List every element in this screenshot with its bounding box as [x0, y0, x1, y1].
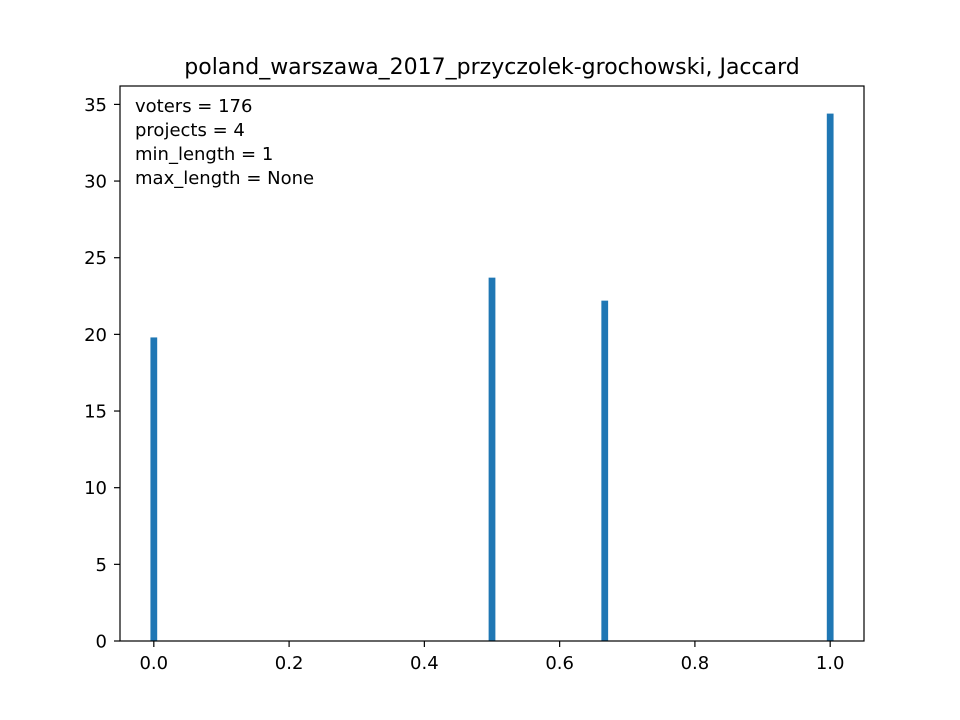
y-tick-label: 25	[84, 248, 107, 269]
x-tick-label: 0.4	[410, 653, 439, 674]
histogram-bar	[826, 113, 834, 642]
y-tick-label: 30	[84, 172, 107, 193]
bars-layer	[150, 113, 834, 642]
x-axis-ticks: 0.0 0.2 0.4 0.6 0.8 1.0	[139, 641, 845, 674]
histogram-bar	[488, 277, 496, 641]
x-tick-label: 0.6	[545, 653, 574, 674]
stats-annotation-line: projects = 4	[135, 120, 245, 141]
chart-title: poland_warszawa_2017_przyczolek-grochows…	[184, 55, 799, 80]
stats-annotation-line: min_length = 1	[135, 144, 273, 165]
stats-annotation-line: voters = 176	[135, 96, 252, 117]
y-tick-label: 0	[96, 632, 107, 653]
x-tick-label: 0.0	[139, 653, 168, 674]
plot-area-frame	[119, 85, 865, 642]
y-tick-label: 15	[84, 402, 107, 423]
y-tick-label: 10	[84, 478, 107, 499]
histogram-bar	[601, 300, 609, 641]
x-tick-label: 0.2	[275, 653, 304, 674]
x-tick-label: 1.0	[816, 653, 845, 674]
histogram-bar	[150, 337, 158, 641]
y-tick-label: 5	[96, 555, 107, 576]
stats-annotation-line: max_length = None	[135, 168, 314, 189]
y-axis-ticks: 0 5 10 15 20 25 30 35	[84, 95, 120, 653]
x-tick-label: 0.8	[681, 653, 710, 674]
stats-annotation: voters = 176 projects = 4 min_length = 1 ma…	[135, 96, 314, 189]
y-tick-label: 20	[84, 325, 107, 346]
y-tick-label: 35	[84, 95, 107, 116]
